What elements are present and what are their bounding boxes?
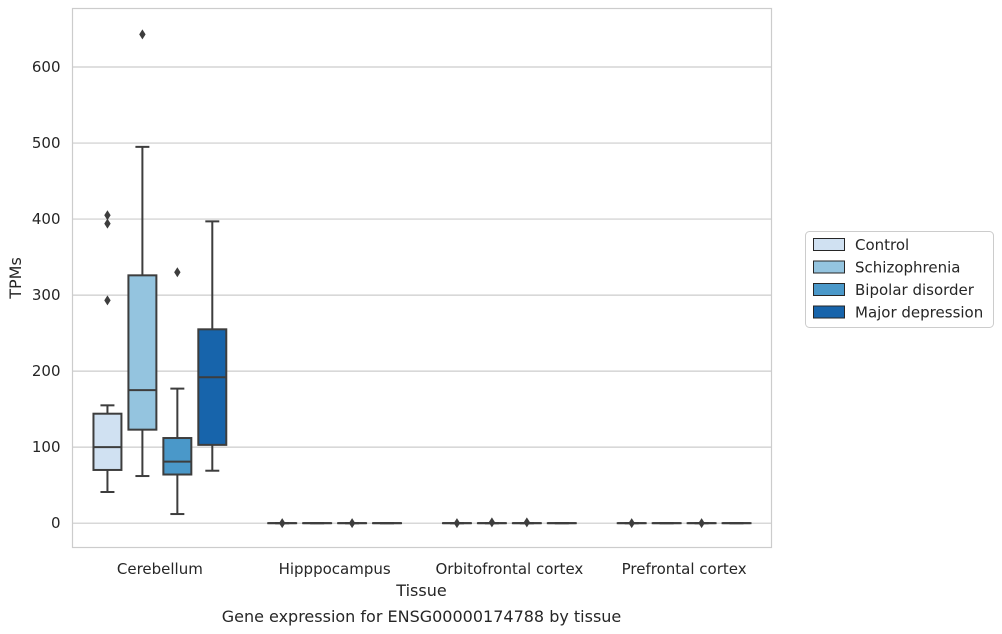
legend-swatch [813, 238, 845, 251]
legend-label: Major depression [855, 304, 983, 322]
outlier-point [139, 29, 146, 40]
outlier-point [628, 518, 635, 529]
outlier-point [348, 518, 356, 529]
legend-label: Control [855, 236, 909, 254]
box-group [616, 518, 647, 529]
y-tick-label: 0 [51, 514, 61, 532]
y-axis-label: TPMs [6, 257, 25, 300]
y-tick-label: 100 [32, 438, 61, 456]
legend-label: Schizophrenia [855, 259, 960, 277]
box-group [162, 267, 193, 516]
x-tick-labels: Cerebellum Hipppocampus Orbitofrontal cort… [117, 560, 747, 578]
box-group [267, 518, 298, 529]
x-tick-label: Prefrontal cortex [622, 560, 747, 578]
box-group [337, 518, 368, 529]
plot-frame [71, 7, 773, 549]
x-axis-label: Tissue [395, 581, 446, 600]
box-group [127, 29, 158, 478]
legend-swatch [813, 283, 845, 296]
legend-label: Bipolar disorder [855, 281, 975, 299]
outlier-point [523, 517, 531, 528]
box-group [197, 220, 228, 472]
box [92, 412, 123, 471]
legend-swatch [813, 305, 845, 319]
outlier-point [279, 518, 286, 529]
x-tick-label: Hipppocampus [279, 560, 391, 578]
box-group [92, 210, 123, 494]
y-tick-label: 400 [32, 210, 61, 228]
box-group [441, 518, 472, 529]
outlier-point [453, 518, 461, 529]
legend-items: Control Schizophrenia Bipolar disorder Majo… [813, 236, 983, 322]
box-group [476, 517, 507, 528]
box [197, 328, 228, 446]
outlier-point [174, 267, 181, 278]
boxes [92, 29, 752, 529]
legend-swatch [813, 260, 845, 274]
y-tick-label: 300 [32, 286, 61, 304]
outlier-point [104, 210, 111, 221]
x-tick-label: Cerebellum [117, 560, 203, 578]
outlier-point [104, 295, 111, 306]
x-tick-label: Orbitofrontal cortex [435, 560, 583, 578]
y-tick-label: 200 [32, 362, 61, 380]
chart-caption: Gene expression for ENSG00000174788 by t… [222, 607, 622, 626]
legend-frame [805, 231, 994, 328]
outlier-point [488, 517, 496, 528]
box [162, 437, 193, 476]
outlier-point [698, 518, 705, 529]
y-tick-label: 500 [32, 134, 61, 152]
box [127, 274, 158, 431]
legend: Control Schizophrenia Bipolar disorder Majo… [805, 231, 994, 328]
y-tick-labels: 0 100 200 300 400 500 600 [32, 58, 61, 532]
box-group [686, 518, 717, 529]
box-group [511, 517, 542, 528]
outlier-point [104, 218, 111, 229]
y-tick-label: 600 [32, 58, 61, 76]
